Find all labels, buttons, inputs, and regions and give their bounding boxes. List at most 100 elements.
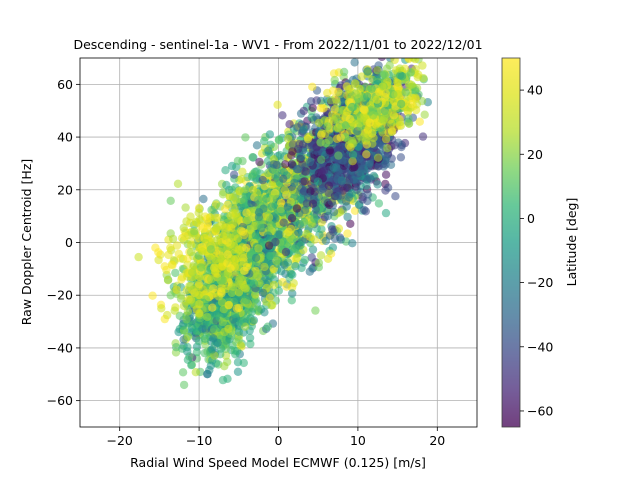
scatter-point [246, 339, 255, 349]
scatter-point [348, 118, 357, 127]
scatter-point [234, 288, 244, 297]
scatter-point [411, 93, 420, 103]
scatter-point [310, 214, 319, 223]
scatter-point [254, 244, 263, 253]
scatter-point [356, 161, 365, 171]
scatter-point [134, 252, 143, 262]
scatter-point [373, 107, 382, 116]
scatter-point [233, 214, 243, 223]
scatter-point [362, 181, 371, 190]
scatter-point [323, 88, 332, 98]
scatter-point [233, 156, 243, 166]
scatter-point [196, 263, 206, 272]
scatter-point [285, 120, 294, 129]
scatter-point [186, 247, 196, 257]
scatter-point [162, 265, 171, 275]
scatter-point [173, 179, 183, 188]
scatter-point [291, 262, 300, 271]
scatter-point [380, 71, 390, 80]
scatter-point [308, 82, 317, 92]
scatter-point [374, 199, 384, 208]
scatter-point [397, 99, 406, 109]
scatter-point [223, 200, 232, 210]
scatter-point [382, 153, 391, 162]
scatter-point [316, 138, 325, 147]
scatter-point [280, 260, 289, 270]
scatter-point [168, 234, 178, 244]
scatter-point [177, 291, 186, 300]
scatter-point [333, 123, 342, 132]
scatter-point [166, 291, 175, 300]
scatter-point [393, 90, 403, 99]
scatter-point [381, 208, 391, 218]
scatter-point [255, 157, 264, 167]
scatter-point [241, 133, 250, 142]
scatter-point [212, 223, 221, 233]
scatter-point [192, 348, 202, 357]
scatter-point [341, 121, 351, 130]
x-tick-label: 10 [350, 433, 366, 448]
scatter-point [324, 181, 334, 190]
scatter-point [347, 189, 356, 198]
scatter-point [211, 213, 220, 222]
scatter-point [166, 243, 175, 252]
scatter-point [409, 58, 418, 62]
scatter-point [221, 166, 230, 175]
scatter-point [383, 183, 393, 192]
scatter-point [203, 369, 212, 379]
colorbar-tick-label: −40 [527, 339, 553, 354]
scatter-point [348, 150, 358, 159]
scatter-point [195, 272, 204, 281]
scatter-point [323, 211, 333, 221]
scatter-point [281, 160, 290, 169]
scatter-point [183, 332, 193, 341]
scatter-point [393, 78, 402, 87]
scatter-point [186, 281, 195, 291]
scatter-point [164, 250, 173, 260]
scatter-point [373, 153, 383, 162]
scatter-point [226, 211, 235, 220]
scatter-point [260, 308, 269, 317]
scatter-point [208, 303, 217, 312]
colorbar-tick-label: 20 [527, 147, 543, 162]
scatter-point [163, 310, 172, 320]
scatter-point [293, 253, 302, 263]
scatter-point [418, 132, 428, 141]
scatter-point [262, 194, 271, 203]
scatter-point [287, 269, 296, 279]
scatter-point [292, 204, 302, 213]
scatter-point [418, 61, 427, 70]
colorbar-tick-label: 0 [527, 211, 535, 226]
scatter-point [218, 317, 227, 327]
scatter-point [194, 280, 204, 289]
scatter-point [217, 254, 226, 264]
scatter-point [308, 199, 318, 208]
scatter-point [252, 271, 261, 280]
scatter-point [342, 202, 351, 211]
scatter-point [302, 229, 311, 239]
scatter-point [419, 74, 428, 83]
colorbar-ticks: −60 −40 −20 0 20 40 [520, 83, 553, 418]
scatter-point [206, 245, 216, 254]
scatter-point [182, 297, 191, 306]
scatter-point [252, 188, 262, 198]
scatter-point [290, 178, 299, 188]
scatter-point [329, 69, 339, 78]
scatter-point [272, 256, 281, 266]
scatter-point [391, 192, 400, 201]
scatter-point [344, 176, 354, 185]
scatter-point [377, 58, 386, 62]
scatter-point [192, 218, 201, 228]
scatter-point [268, 194, 277, 204]
scatter-point [198, 247, 207, 256]
scatter-point [254, 195, 263, 204]
scatter-point [194, 290, 203, 300]
scatter-point [260, 137, 269, 146]
scatter-point [239, 358, 248, 368]
scatter-point [411, 87, 420, 96]
scatter-point [358, 195, 367, 204]
scatter-point [367, 129, 377, 138]
scatter-point [390, 141, 399, 150]
scatter-point [343, 229, 352, 238]
scatter-point [269, 280, 279, 290]
